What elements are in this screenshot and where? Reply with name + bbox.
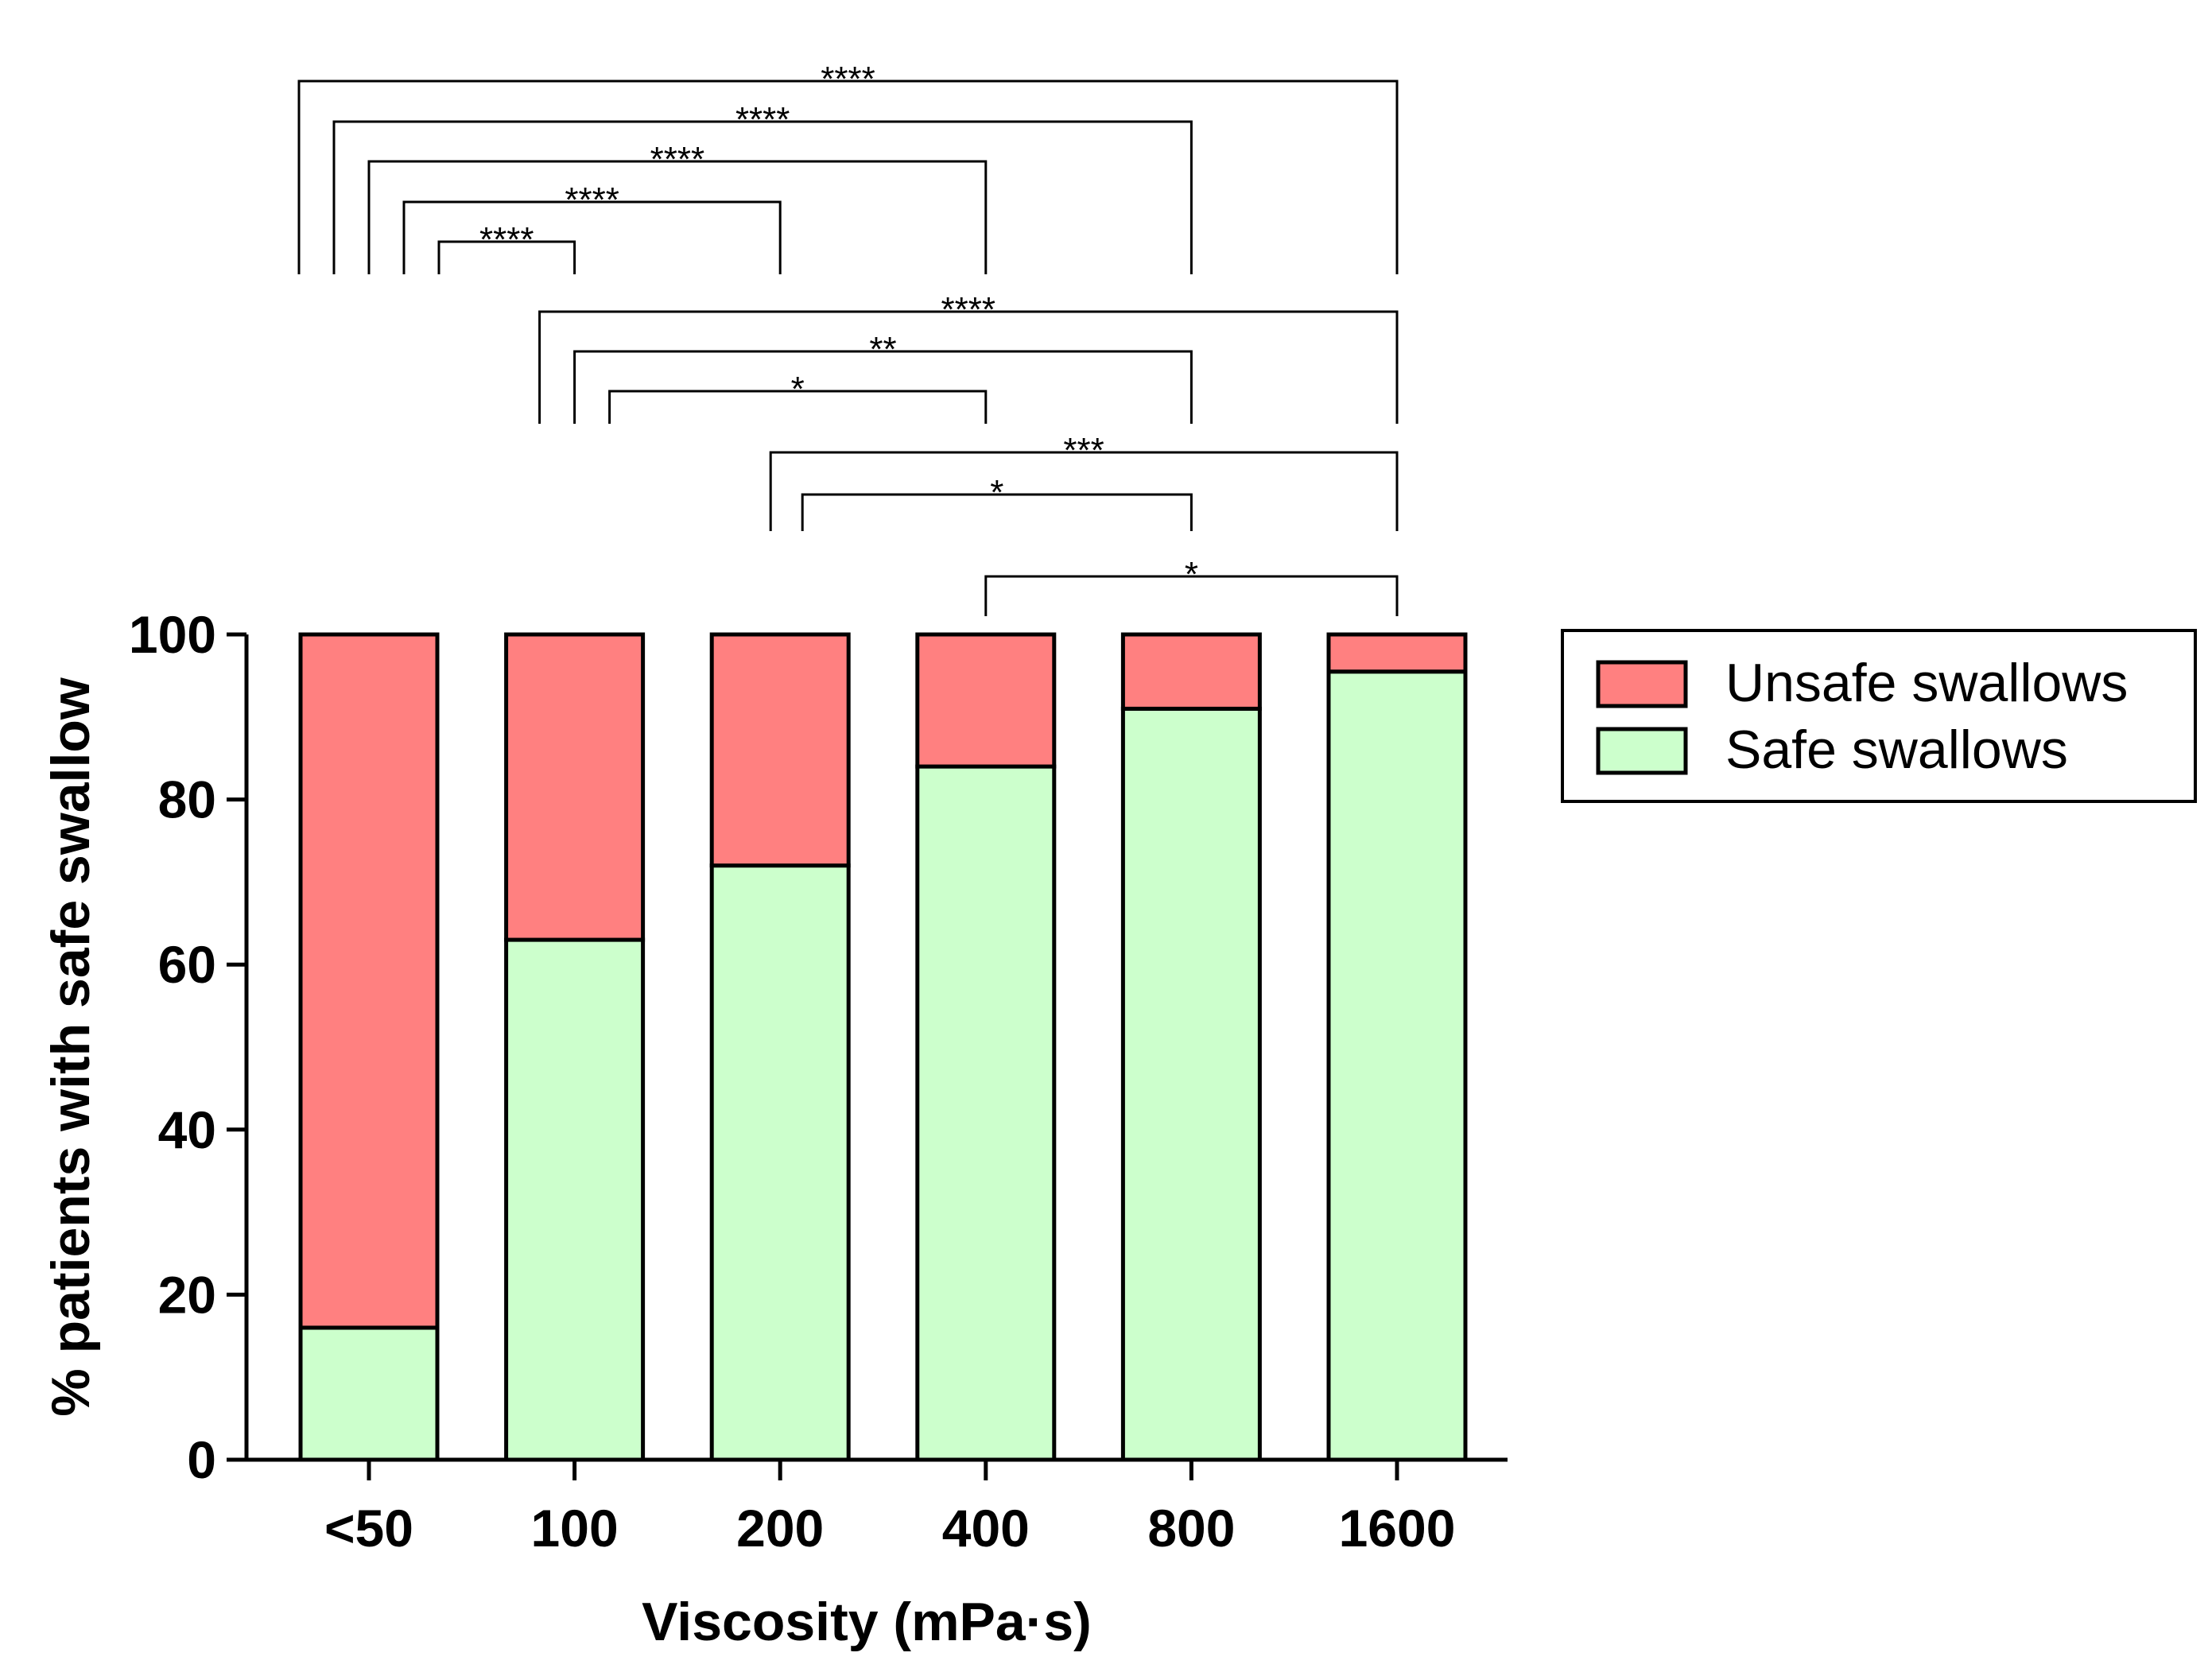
significance-label: * <box>1185 555 1198 594</box>
significance-label: ** <box>869 330 896 369</box>
legend-swatch-safe <box>1596 727 1688 775</box>
significance-bracket <box>984 575 1399 616</box>
x-tick-label: 200 <box>736 1499 824 1558</box>
y-tick-label: 80 <box>158 770 216 829</box>
y-tick-label: 40 <box>158 1100 216 1159</box>
significance-label: **** <box>941 290 996 329</box>
significance-label: **** <box>735 100 790 139</box>
significance-bracket <box>573 350 1193 424</box>
bar-unsafe-swallows-lt50 <box>298 632 440 1330</box>
significance-bracket <box>402 200 782 274</box>
bar-safe-swallows-400 <box>915 764 1057 1462</box>
significance-label: **** <box>650 140 705 179</box>
bar-unsafe-swallows-400 <box>915 632 1057 769</box>
significance-label: **** <box>821 60 875 99</box>
bar-unsafe-swallows-800 <box>1120 632 1262 711</box>
x-ticks: <50 100 200 400 800 1600 <box>324 1460 1455 1558</box>
bar-unsafe-swallows-200 <box>709 632 851 868</box>
y-ticks: 0 20 40 60 80 100 <box>129 605 246 1489</box>
legend-label-unsafe: Unsafe swallows <box>1725 653 2128 713</box>
x-tick-label: <50 <box>324 1499 413 1558</box>
bar-safe-swallows-100 <box>504 937 646 1462</box>
axes <box>244 634 1508 1462</box>
significance-bracket <box>367 160 988 274</box>
x-axis-title: Viscosity (mPa·s) <box>642 1592 1092 1652</box>
bar-safe-swallows-200 <box>709 863 851 1462</box>
bar-unsafe-swallows-100 <box>504 632 646 942</box>
significance-bracket <box>437 240 576 274</box>
bars <box>298 632 1468 1462</box>
y-axis-title: % patients with safe swallow <box>41 677 101 1417</box>
significance-bracket <box>538 310 1399 424</box>
y-tick-label: 20 <box>158 1265 216 1324</box>
x-tick-label: 800 <box>1147 1499 1235 1558</box>
y-tick-label: 60 <box>158 935 216 994</box>
bar-unsafe-swallows-1600 <box>1326 632 1468 674</box>
significance-label: **** <box>565 180 619 219</box>
significance-bracket <box>769 451 1399 531</box>
significance-label: * <box>791 370 805 409</box>
significance-label: **** <box>479 220 534 259</box>
bar-safe-swallows-lt50 <box>298 1325 440 1462</box>
legend-label-safe: Safe swallows <box>1725 720 2068 780</box>
significance-bracket <box>801 493 1193 531</box>
bar-safe-swallows-1600 <box>1326 669 1468 1462</box>
significance-bracket <box>608 390 988 424</box>
bar-safe-swallows-800 <box>1120 706 1262 1462</box>
significance-bracket <box>332 120 1193 274</box>
significance-label: * <box>990 473 1003 512</box>
x-tick-label: 100 <box>531 1499 619 1558</box>
legend-swatch-unsafe <box>1596 660 1688 708</box>
significance-bracket <box>297 80 1399 274</box>
x-tick-label: 1600 <box>1339 1499 1456 1558</box>
significance-label: *** <box>1063 431 1104 470</box>
y-tick-label: 0 <box>187 1430 216 1489</box>
x-tick-label: 400 <box>942 1499 1030 1558</box>
significance-brackets: ******************************** <box>297 60 1399 616</box>
legend: Unsafe swallows Safe swallows <box>1561 629 2197 803</box>
y-tick-label: 100 <box>129 605 216 664</box>
